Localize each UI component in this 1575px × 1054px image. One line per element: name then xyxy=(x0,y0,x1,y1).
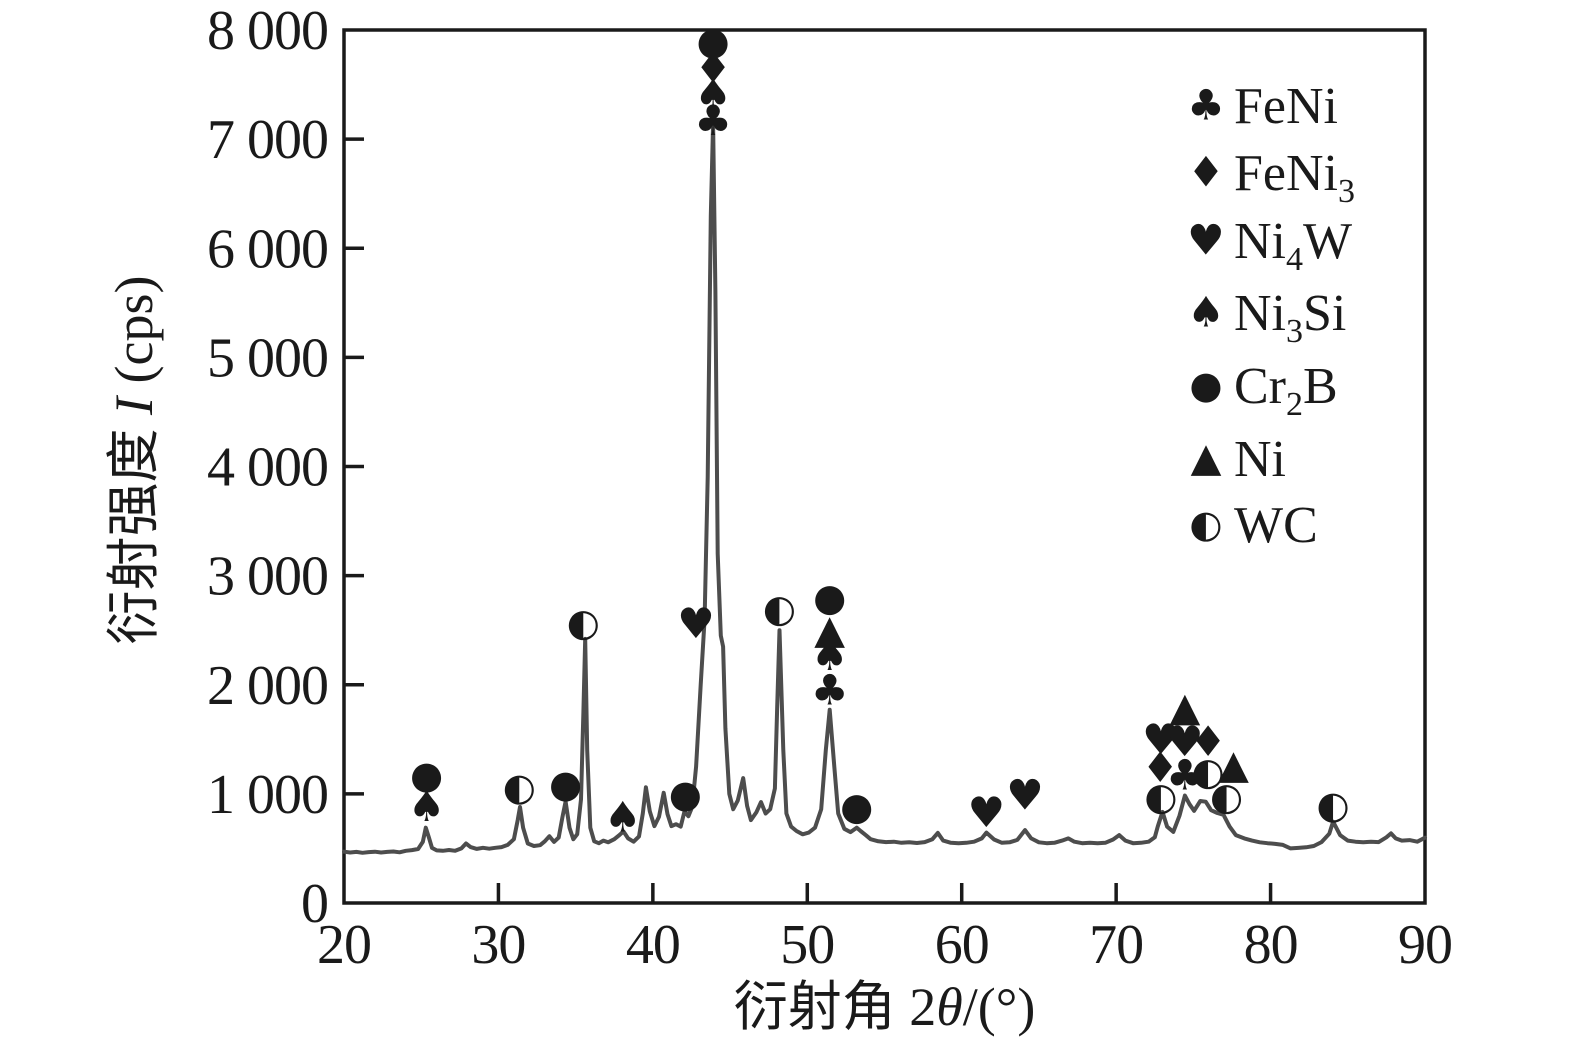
x-tick-label: 20 xyxy=(317,914,371,976)
legend-item-Ni3Si: ♠ Ni3Si xyxy=(1187,285,1346,350)
legend-item-Cr2B: ● Cr2B xyxy=(1189,358,1337,423)
spade-icon: ♠ xyxy=(1187,288,1225,337)
y-tick-label: 3 000 xyxy=(207,546,328,608)
legend-label: Cr2B xyxy=(1234,358,1338,423)
legend-label: WC xyxy=(1234,497,1318,554)
heart-marker-Ni4W: ♥ xyxy=(1006,770,1044,819)
heart-marker-Ni4W: ♥ xyxy=(677,599,715,648)
half-circle-marker-WC: ◐ xyxy=(503,765,536,809)
x-tick-label: 80 xyxy=(1244,914,1298,976)
spade-marker-Ni3Si: ♠ xyxy=(811,631,849,680)
club-marker-FeNi: ♣ xyxy=(1166,750,1204,799)
circle-marker-Cr2B: ● xyxy=(410,753,443,797)
legend-item-FeNi3: ♦ FeNi3 xyxy=(1187,145,1355,210)
y-tick-label: 4 000 xyxy=(207,437,328,499)
spade-marker-Ni3Si: ♠ xyxy=(408,782,446,831)
x-tick-label: 40 xyxy=(626,914,680,976)
x-axis-title-text: 衍射角 2θ/(°) xyxy=(734,977,1036,1037)
circle-marker-Cr2B: ● xyxy=(813,575,846,619)
legend-item-Ni4W: ♥ Ni4W xyxy=(1187,213,1352,278)
legend-label: FeNi3 xyxy=(1234,145,1355,210)
heart-marker-Ni4W: ♥ xyxy=(968,788,1006,837)
legend-label: Ni3Si xyxy=(1234,285,1346,350)
half-circle-marker-WC: ◐ xyxy=(1144,775,1177,819)
x-axis-ticks xyxy=(496,883,1273,903)
half-circle-marker-WC: ◐ xyxy=(1191,750,1224,794)
diamond-marker-FeNi3: ♦ xyxy=(1189,717,1227,766)
y-axis-title: 衍射强度 I (cps) xyxy=(104,276,164,645)
club-marker-FeNi: ♣ xyxy=(694,96,732,145)
triangle-marker-Ni: ▲ xyxy=(1169,685,1200,731)
legend-label: Ni4W xyxy=(1234,213,1352,278)
y-axis-title-text: 衍射强度 I (cps) xyxy=(104,276,164,645)
legend-item-FeNi: ♣ FeNi xyxy=(1187,78,1338,135)
half-circle-marker-WC: ◐ xyxy=(567,601,600,645)
spade-marker-Ni3Si: ♠ xyxy=(604,792,642,841)
diamond-marker-FeNi3: ♦ xyxy=(1141,743,1179,792)
circle-icon: ● xyxy=(1189,363,1222,407)
y-tick-label: 6 000 xyxy=(207,218,328,280)
half-circle-marker-WC: ◐ xyxy=(1210,775,1243,819)
heart-marker-Ni4W: ♥ xyxy=(1166,717,1204,766)
x-tick-label: 70 xyxy=(1089,914,1143,976)
circle-marker-Cr2B: ● xyxy=(549,762,582,806)
half-circle-marker-WC: ◐ xyxy=(763,586,796,630)
y-tick-labels: 0 1 000 2 000 3 000 4 000 5 000 6 000 7 000 8 00… xyxy=(207,0,329,935)
legend-label: Ni xyxy=(1234,431,1286,488)
x-tick-labels: 20 30 40 50 60 70 80 90 xyxy=(317,914,1453,976)
triangle-marker-Ni: ▲ xyxy=(1218,742,1249,788)
phase-markers: ♣♣♣♦♦♦♥♥ ♥♥♥♠ ♠♠♠● ● ●●●●▲▲▲◐◐ ◐◐◐◐ ◐ xyxy=(408,19,1350,841)
triangle-icon: ▲ xyxy=(1191,435,1222,481)
circle-marker-Cr2B: ● xyxy=(840,784,873,828)
y-tick-label: 5 000 xyxy=(207,327,328,389)
diamond-icon: ♦ xyxy=(1187,148,1225,197)
y-tick-label: 0 xyxy=(301,873,328,935)
y-tick-label: 7 000 xyxy=(207,109,328,171)
circle-marker-Cr2B: ● xyxy=(696,19,729,63)
club-icon: ♣ xyxy=(1187,81,1225,130)
half-circle-icon: ◐ xyxy=(1189,502,1222,546)
x-axis-title: 衍射角 2θ/(°) xyxy=(734,977,1036,1037)
legend-item-Ni: ▲ Ni xyxy=(1191,431,1286,488)
y-tick-label: 2 000 xyxy=(207,655,328,717)
heart-marker-Ni4W: ♥ xyxy=(1142,715,1180,764)
y-axis-ticks xyxy=(344,137,364,796)
heart-icon: ♥ xyxy=(1187,216,1225,265)
club-marker-FeNi: ♣ xyxy=(811,666,849,715)
y-tick-label: 1 000 xyxy=(207,764,328,826)
x-tick-label: 30 xyxy=(471,914,525,976)
legend-label: FeNi xyxy=(1234,78,1338,135)
circle-marker-Cr2B: ● xyxy=(669,772,702,816)
x-tick-label: 50 xyxy=(780,914,834,976)
spade-marker-Ni3Si: ♠ xyxy=(694,70,732,119)
xrd-curve xyxy=(342,120,1427,855)
diamond-marker-FeNi3: ♦ xyxy=(694,44,732,93)
x-tick-label: 90 xyxy=(1398,914,1452,976)
xrd-trace xyxy=(342,120,1427,855)
x-tick-label: 60 xyxy=(935,914,989,976)
legend: ♣ FeNi♦ FeNi3♥ Ni4W♠ Ni3Si● Cr2B▲ Ni◐ WC xyxy=(1187,78,1355,554)
triangle-marker-Ni: ▲ xyxy=(814,607,845,653)
legend-item-WC: ◐ WC xyxy=(1189,497,1317,554)
y-tick-label: 8 000 xyxy=(207,0,328,62)
half-circle-marker-WC: ◐ xyxy=(1317,783,1350,827)
